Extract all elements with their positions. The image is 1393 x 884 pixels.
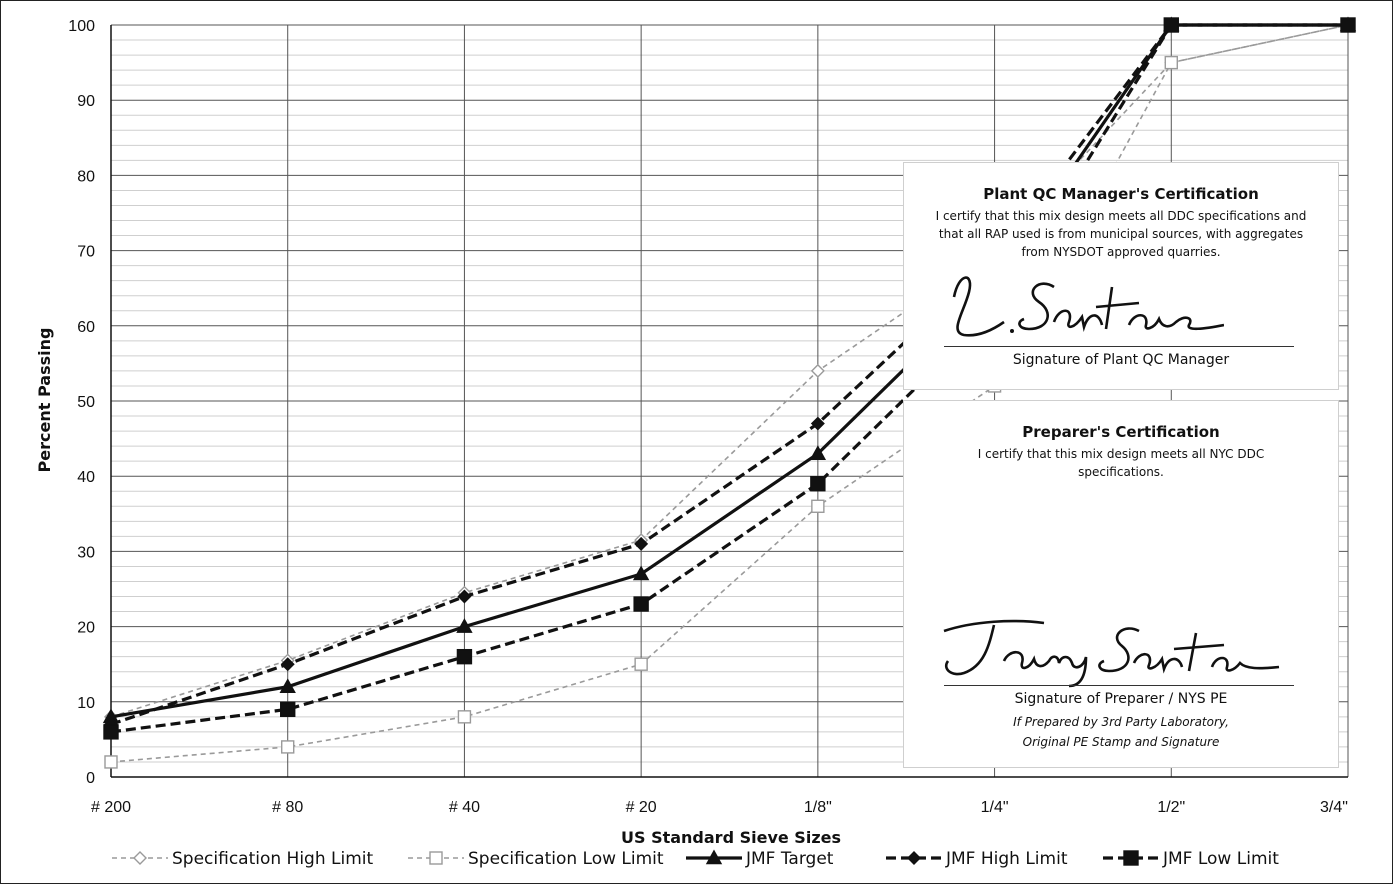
y-tick-label: 20 (77, 620, 95, 637)
preparer-note-line2: Original PE Stamp and Signature (1022, 735, 1220, 749)
preparer-signature-label: Signature of Preparer / NYS PE (1014, 691, 1228, 707)
data-point (632, 565, 650, 581)
series-line (110, 23, 1348, 726)
data-point (280, 701, 296, 718)
series-line (110, 24, 1349, 763)
data-point (634, 536, 649, 551)
legend-swatch-marker (1123, 850, 1139, 866)
series-layer (102, 16, 1357, 769)
plant-certification-box: Plant QC Manager's Certification I certi… (903, 162, 1339, 390)
data-point (279, 678, 296, 694)
legend-item: JMF High Limit (886, 849, 1068, 869)
data-point (457, 710, 472, 724)
data-point (280, 657, 295, 672)
plant-certification-title: Plant QC Manager's Certification (983, 185, 1259, 203)
x-tick-label: # 20 (626, 799, 657, 816)
series-2 (102, 16, 1357, 724)
y-tick-label: 90 (77, 93, 95, 110)
legend: Specification High Limit Specification Lo… (112, 849, 1279, 869)
legend-swatch-marker (705, 849, 723, 865)
y-tick-label: 30 (77, 544, 95, 561)
legend-label: Specification High Limit (172, 849, 374, 869)
plant-signature (952, 276, 1224, 337)
plant-signature-line (944, 346, 1294, 347)
data-point (104, 755, 118, 769)
y-tick-label: 100 (68, 18, 95, 35)
x-tick-label: # 200 (91, 799, 131, 816)
y-tick-label: 0 (86, 770, 95, 787)
data-point (633, 596, 649, 612)
data-point (1164, 55, 1178, 70)
legend-item: Specification Low Limit (408, 849, 664, 869)
x-tick-label: # 80 (272, 799, 303, 816)
series-line (110, 23, 1348, 719)
legend-label: JMF Target (745, 849, 834, 869)
data-point (634, 657, 648, 671)
y-tick-label: 10 (77, 695, 95, 712)
x-tick-label: 1/4" (981, 799, 1009, 816)
x-tick-label: # 40 (449, 799, 480, 816)
legend-item: Specification High Limit (112, 849, 374, 869)
x-tick-label: 3/4" (1320, 799, 1348, 816)
y-tick-label: 50 (77, 394, 95, 411)
data-point (103, 724, 119, 740)
data-point (1163, 17, 1179, 33)
preparer-certification-text: I certify that this mix design meets all… (977, 447, 1265, 479)
series-line (110, 24, 1349, 718)
legend-swatch-marker (907, 851, 921, 865)
y-tick-label: 40 (77, 469, 95, 486)
legend-item: JMF Low Limit (1103, 849, 1279, 869)
preparer-certification-box: Preparer's Certification I certify that … (903, 400, 1339, 768)
legend-swatch-marker (429, 851, 443, 865)
preparer-signature (943, 619, 1280, 688)
preparer-note-line1: If Prepared by 3rd Party Laboratory, (1013, 715, 1229, 729)
legend-swatch-marker (133, 851, 147, 865)
y-tick-label: 70 (77, 244, 95, 261)
data-point (456, 618, 473, 633)
x-tick-label: 1/2" (1157, 799, 1185, 816)
data-point (810, 416, 825, 431)
plant-signature-label: Signature of Plant QC Manager (1012, 352, 1230, 368)
legend-label: Specification Low Limit (468, 849, 664, 869)
x-tick-label: 1/8" (804, 799, 832, 816)
axes: 0 10 20 30 40 50 60 70 80 90 100 # 200 # 80 # 40 # 20 1… (68, 18, 1348, 816)
preparer-signature-line (944, 685, 1294, 686)
legend-label: JMF Low Limit (1162, 849, 1279, 869)
plant-certification-text: I certify that this mix design meets all… (935, 209, 1307, 259)
preparer-certification-title: Preparer's Certification (1022, 423, 1220, 441)
data-point (1340, 17, 1356, 33)
series-line (110, 23, 1348, 734)
data-point (457, 589, 472, 604)
legend-item: JMF Target (686, 849, 834, 869)
data-point (809, 445, 827, 460)
data-point (281, 740, 295, 754)
data-point (810, 363, 825, 378)
legend-label: JMF High Limit (945, 849, 1068, 869)
data-point (811, 499, 825, 513)
data-point (810, 476, 826, 492)
x-axis-title: US Standard Sieve Sizes (621, 828, 841, 847)
y-axis-title: Percent Passing (35, 328, 54, 473)
y-tick-label: 60 (77, 319, 95, 336)
data-point (456, 648, 473, 665)
y-tick-label: 80 (77, 168, 95, 185)
